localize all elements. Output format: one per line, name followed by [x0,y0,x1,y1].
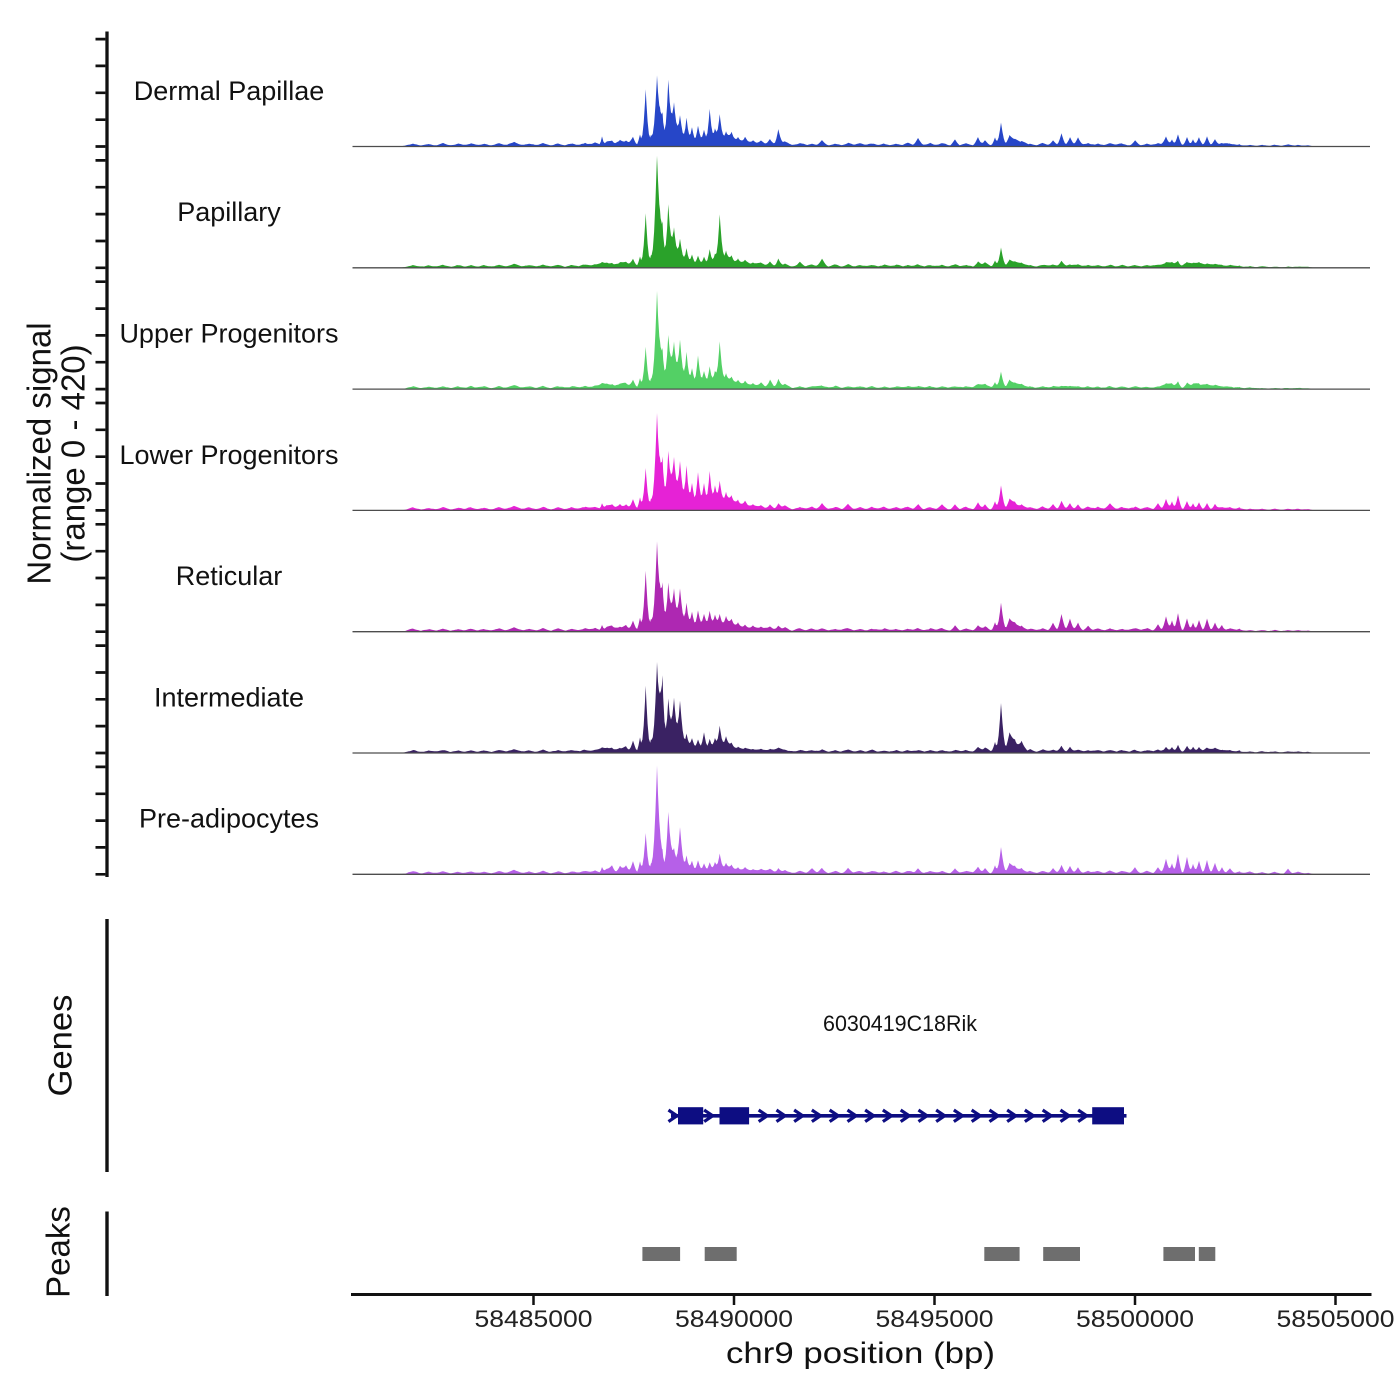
svg-text:chr9 position (bp): chr9 position (bp) [726,1337,995,1370]
svg-text:Dermal Papillae: Dermal Papillae [134,76,325,106]
svg-text:Reticular: Reticular [176,561,283,591]
svg-text:Upper Progenitors: Upper Progenitors [119,319,338,349]
svg-text:58495000: 58495000 [876,1306,994,1333]
svg-text:Papillary: Papillary [177,197,281,227]
svg-text:58490000: 58490000 [675,1306,793,1333]
svg-text:Lower Progenitors: Lower Progenitors [119,440,338,470]
svg-text:Peaks: Peaks [40,1206,77,1298]
svg-text:6030419C18Rik: 6030419C18Rik [823,1011,978,1036]
svg-text:58500000: 58500000 [1076,1306,1194,1333]
svg-text:Normalized signal: Normalized signal [21,322,58,584]
svg-text:58505000: 58505000 [1277,1306,1395,1333]
svg-text:Genes: Genes [42,995,79,1097]
svg-text:Intermediate: Intermediate [154,682,304,712]
svg-text:Pre-adipocytes: Pre-adipocytes [139,804,319,834]
svg-text:58485000: 58485000 [475,1306,593,1333]
svg-text:(range 0 - 420): (range 0 - 420) [55,344,92,562]
